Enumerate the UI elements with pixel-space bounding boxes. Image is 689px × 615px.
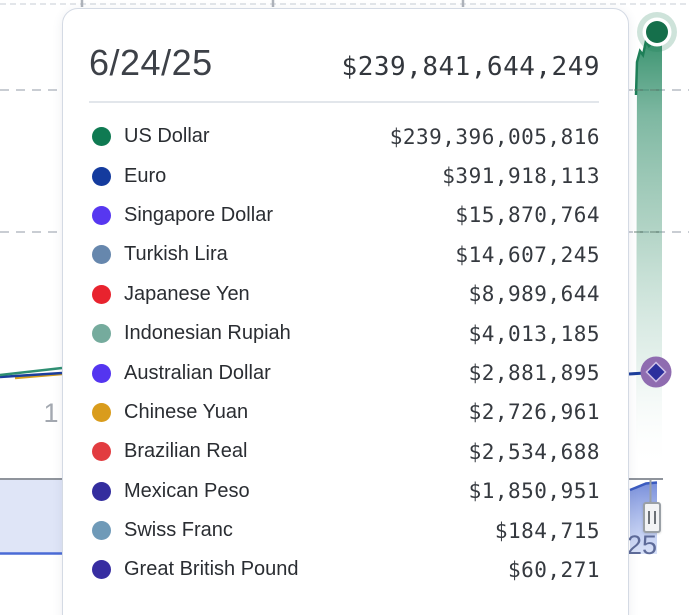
series-label: Australian Dollar (124, 361, 271, 384)
tooltip-row: Swiss Franc $184,715 (63, 511, 628, 550)
series-label: Indonesian Rupiah (124, 322, 291, 345)
series-value: $15,870,764 (455, 203, 600, 228)
tooltip-row: Brazilian Real $2,534,688 (63, 432, 628, 471)
series-label: Brazilian Real (124, 440, 248, 463)
series-color-dot (92, 560, 111, 580)
tooltip-row: Turkish Lira $14,607,245 (63, 235, 628, 274)
series-line-us-dollar-left (0, 366, 63, 377)
tooltip-divider (89, 101, 599, 103)
series-value: $14,607,245 (455, 242, 600, 267)
tooltip-rows: US Dollar $239,396,005,816 Euro $391,918… (63, 117, 628, 590)
series-value: $184,715 (494, 518, 600, 543)
series-value: $8,989,644 (468, 282, 600, 307)
navigator-axis-label: 25 (627, 530, 658, 560)
series-value: $60,271 (507, 557, 600, 582)
series-label: Great British Pound (124, 558, 299, 581)
tooltip-row: Great British Pound $60,271 (63, 550, 628, 589)
series-label: Swiss Franc (124, 519, 233, 542)
gridline-over-area (634, 89, 662, 233)
navigator-handle[interactable] (643, 502, 661, 533)
series-value: $2,881,895 (468, 361, 600, 386)
series-value: $239,396,005,816 (389, 124, 600, 149)
x-axis-tick-label: 1 (43, 398, 59, 428)
diamond-marker[interactable] (640, 356, 672, 388)
tooltip-total-value: $239,841,644,249 (341, 52, 600, 82)
series-label: Chinese Yuan (124, 400, 249, 423)
series-label: Turkish Lira (124, 243, 228, 266)
tooltip-row: Australian Dollar $2,881,895 (63, 353, 628, 392)
series-label: Mexican Peso (124, 479, 250, 502)
series-color-dot (92, 205, 111, 225)
series-color-dot (92, 324, 111, 344)
tooltip-row: Chinese Yuan $2,726,961 (63, 393, 628, 432)
series-label: Singapore Dollar (124, 203, 273, 226)
drag-grip-icon (648, 511, 650, 524)
tooltip-date: 6/24/25 (89, 42, 213, 83)
series-color-dot (92, 402, 111, 422)
tooltip-row: US Dollar $239,396,005,816 (63, 117, 628, 156)
series-color-dot (92, 363, 111, 383)
series-color-dot (92, 127, 111, 147)
tooltip-row: Euro $391,918,113 (63, 156, 628, 195)
series-value: $2,534,688 (468, 439, 600, 464)
navigator-series-rise (629, 481, 658, 492)
tooltip-row: Japanese Yen $8,989,644 (63, 275, 628, 314)
series-label: Euro (124, 164, 167, 187)
vertical-gridline-ticks (80, 0, 465, 7)
series-color-dot (92, 481, 111, 501)
series-label: Japanese Yen (124, 282, 250, 305)
series-value: $4,013,185 (468, 321, 600, 346)
tooltip-row: Indonesian Rupiah $4,013,185 (63, 314, 628, 353)
us-dollar-area (636, 26, 662, 470)
series-label: US Dollar (124, 125, 210, 148)
current-point-marker (637, 12, 677, 52)
series-color-dot (92, 166, 111, 186)
drag-grip-icon (654, 511, 656, 524)
series-color-dot (92, 521, 111, 541)
chart-tooltip: 6/24/25 $239,841,644,249 US Dollar $239,… (62, 8, 629, 615)
series-color-dot (92, 245, 111, 265)
series-value: $2,726,961 (468, 400, 600, 425)
series-color-dot (92, 284, 111, 304)
tooltip-header: 6/24/25 $239,841,644,249 (89, 42, 600, 83)
tooltip-row: Singapore Dollar $15,870,764 (63, 196, 628, 235)
series-line-euro-left (0, 371, 63, 379)
navigator-mask[interactable] (0, 480, 62, 553)
series-value: $1,850,951 (468, 479, 600, 504)
series-value: $391,918,113 (442, 164, 600, 189)
tooltip-row: Mexican Peso $1,850,951 (63, 472, 628, 511)
series-color-dot (92, 442, 111, 462)
